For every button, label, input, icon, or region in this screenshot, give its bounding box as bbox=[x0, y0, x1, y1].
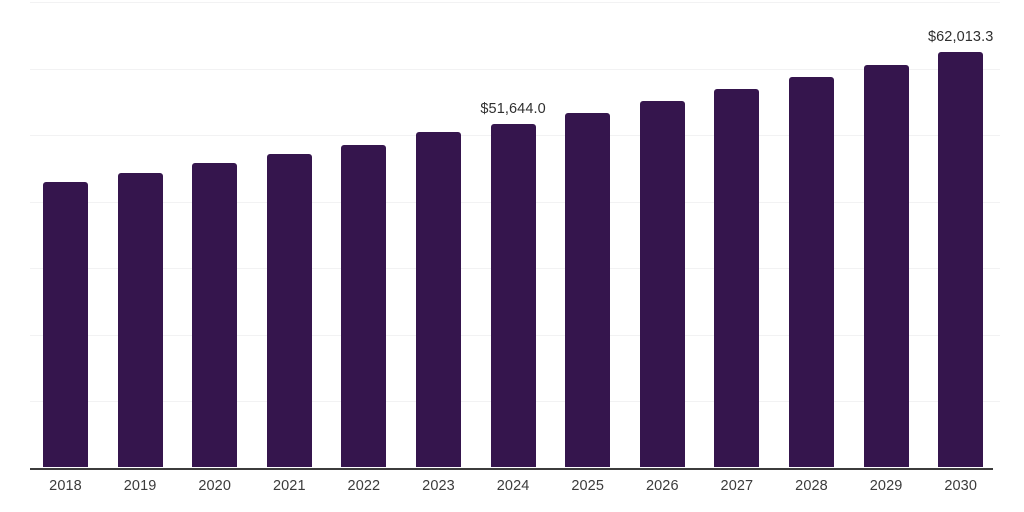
x-tick-2026: 2026 bbox=[645, 478, 679, 494]
x-axis-line bbox=[30, 468, 993, 470]
value-label-2030: $62,013.3 bbox=[927, 29, 994, 45]
bar-2019[interactable] bbox=[117, 173, 163, 467]
x-tick-2022: 2022 bbox=[347, 478, 381, 494]
x-tick-2019: 2019 bbox=[123, 478, 157, 494]
x-tick-2020: 2020 bbox=[198, 478, 232, 494]
bar-2024[interactable] bbox=[490, 124, 536, 467]
bar-2018[interactable] bbox=[43, 182, 88, 467]
bar-2026[interactable] bbox=[639, 101, 685, 467]
bar-2027[interactable] bbox=[714, 89, 760, 467]
bar-2023[interactable] bbox=[416, 132, 461, 467]
bar-2028[interactable] bbox=[789, 77, 834, 467]
gridline bbox=[30, 69, 1000, 70]
x-tick-2027: 2027 bbox=[720, 478, 754, 494]
bar-2030[interactable] bbox=[938, 52, 984, 467]
x-axis-tick-labels: 2018 2019 2020 2021 2022 2023 2024 2025 2026 2027… bbox=[0, 478, 1024, 512]
x-tick-2021: 2021 bbox=[272, 478, 306, 494]
x-tick-2024: 2024 bbox=[496, 478, 530, 494]
bar-2020[interactable] bbox=[192, 163, 238, 467]
x-tick-2023: 2023 bbox=[422, 478, 455, 494]
bar-2029[interactable] bbox=[863, 65, 909, 467]
x-tick-2018: 2018 bbox=[49, 478, 82, 494]
x-tick-2028: 2028 bbox=[795, 478, 828, 494]
x-tick-2029: 2029 bbox=[869, 478, 903, 494]
bar-2021[interactable] bbox=[266, 154, 312, 467]
value-label-2024: $51,644.0 bbox=[480, 101, 546, 117]
x-tick-2030: 2030 bbox=[944, 478, 978, 494]
bar-series: $51,644.0 $62,013.3 bbox=[43, 29, 994, 467]
bar-2025[interactable] bbox=[565, 113, 611, 467]
x-tick-2025: 2025 bbox=[571, 478, 605, 494]
bar-2022[interactable] bbox=[341, 145, 387, 467]
gridline bbox=[30, 2, 1000, 3]
